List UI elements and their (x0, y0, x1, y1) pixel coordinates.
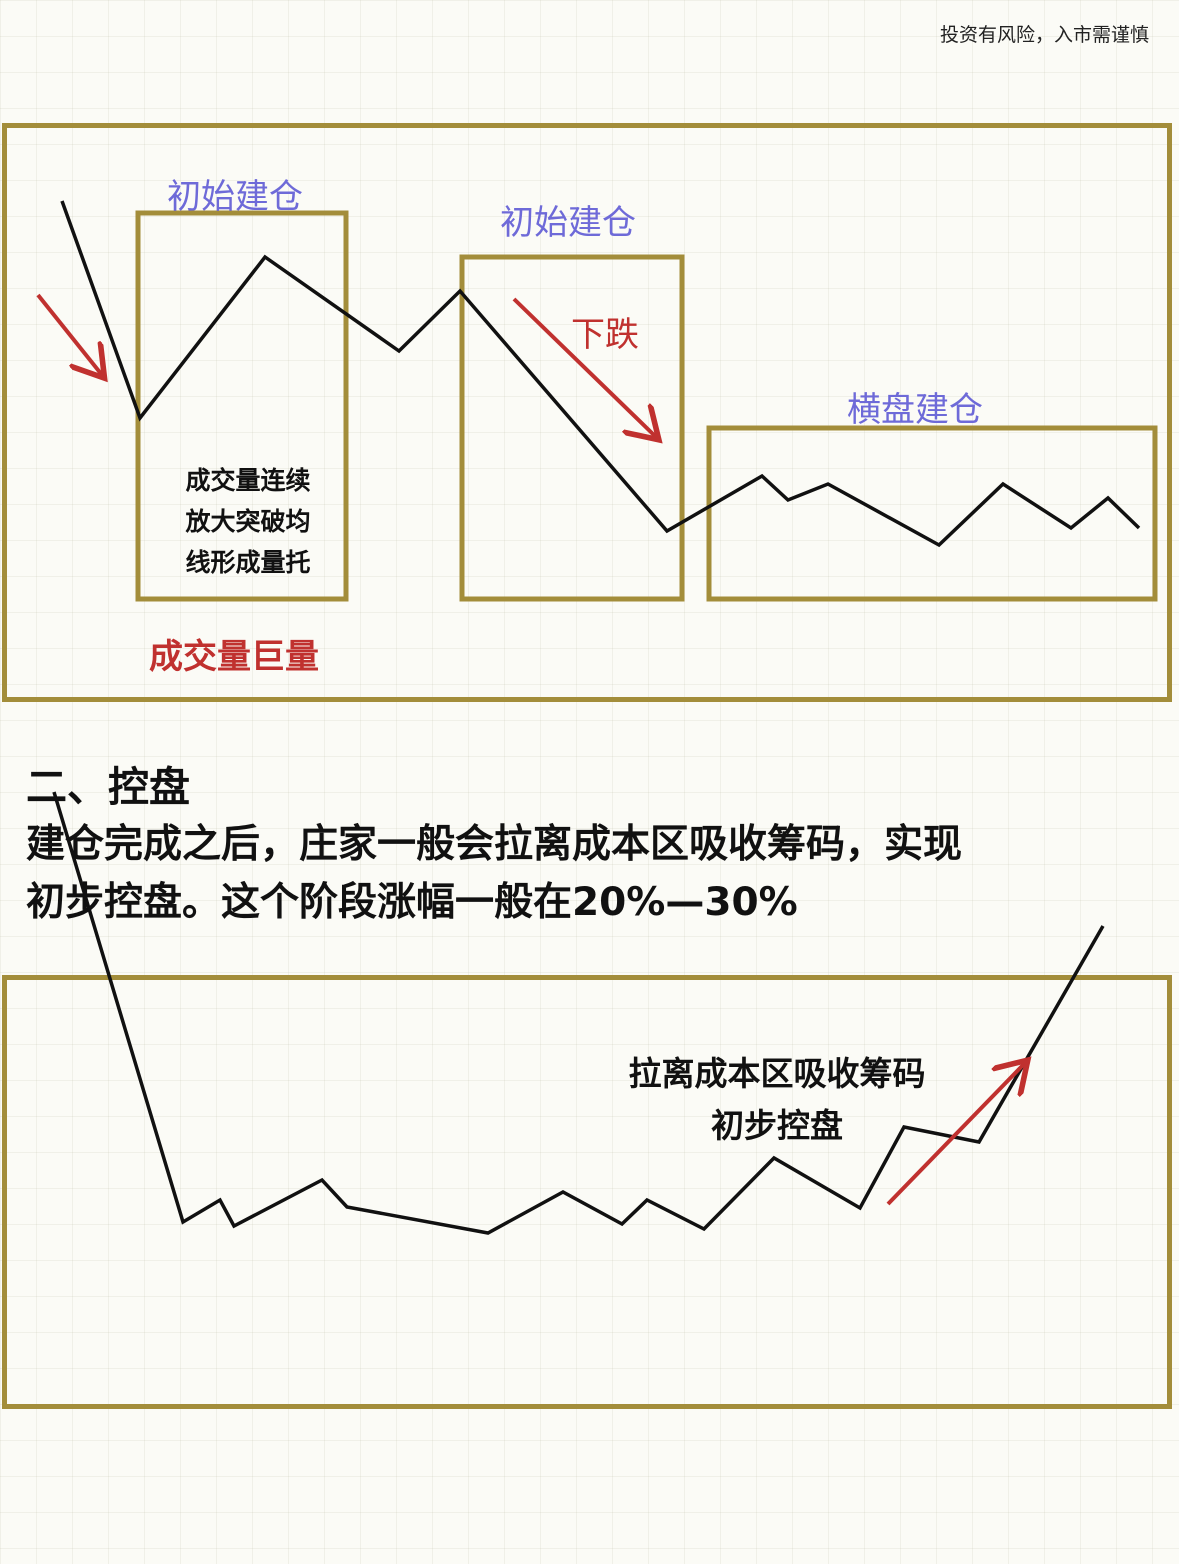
volume-note-line-2: 放大突破均 (185, 507, 311, 536)
volume-label: 成交量巨量 (149, 637, 319, 677)
section2-heading: 二、控盘 (26, 763, 190, 811)
rise-arrow (886, 1063, 1025, 1206)
section2-text-line-2: 初步控盘。这个阶段涨幅一般在20%—30% (26, 880, 798, 925)
price-line-2 (52, 791, 1105, 1235)
initial-accumulation-box-1 (135, 210, 349, 602)
fall-arrow (512, 297, 656, 437)
section2-text-line-1: 建仓完成之后，庄家一般会拉离成本区吸收筹码，实现 (26, 822, 963, 867)
control-note: 拉离成本区吸收筹码 初步控盘 (597, 1048, 957, 1152)
control-diagram-panel: 拉离成本区吸收筹码 初步控盘 (2, 791, 1172, 1409)
price-line (60, 200, 1141, 548)
control-note-line-2: 初步控盘 (711, 1106, 843, 1145)
volume-note-line-1: 成交量连续 (185, 466, 311, 495)
control-diagram-svg (52, 791, 1105, 1235)
initial-accumulation-box-2 (459, 254, 685, 602)
box3-title: 横盘建仓 (847, 390, 983, 430)
volume-note-line-3: 线形成量托 (185, 548, 311, 577)
control-note-line-1: 拉离成本区吸收筹码 (628, 1054, 926, 1093)
box2-title: 初始建仓 (500, 203, 636, 243)
accumulation-diagram-svg (36, 200, 1158, 602)
box1-title: 初始建仓 (167, 177, 303, 217)
section2-text: 二、控盘 建仓完成之后，庄家一般会拉离成本区吸收筹码，实现 初步控盘。这个阶段涨… (26, 758, 1156, 932)
sideways-accumulation-box (706, 425, 1158, 602)
down-arrow-left (36, 293, 102, 375)
fall-label: 下跌 (571, 315, 639, 355)
volume-note: 成交量连续 放大突破均 线形成量托 (163, 460, 333, 583)
disclaimer: 投资有风险，入市需谨慎 (939, 24, 1149, 46)
accumulation-diagram-panel: 初始建仓 初始建仓 横盘建仓 下跌 成交量连续 放大突破均 线形成量托 成交量巨… (2, 123, 1172, 702)
